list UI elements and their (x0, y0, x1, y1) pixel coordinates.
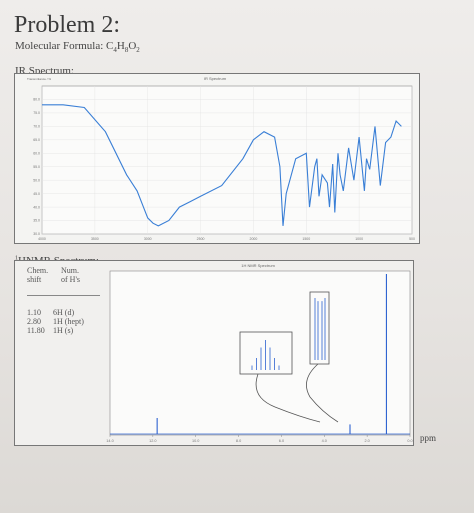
ir-x-tick-label: 1500 (302, 237, 310, 241)
inset-arrow-heptet (255, 373, 321, 423)
shift-cell: 11.80 (27, 326, 45, 335)
ir-plot-area: IR Spectrum Transmittance / % 80.0 75.0 70… (27, 76, 415, 241)
inset-box-doublet (309, 291, 330, 365)
h-count-cell: 1H (hept) (53, 317, 84, 326)
ir-x-tick-label: 1000 (355, 237, 363, 241)
shift-cell: 1.10 (27, 308, 41, 317)
h-count-cell: 6H (d) (53, 308, 75, 317)
ir-y-tick-label: 65.0 (33, 138, 40, 142)
nmr-spectrum-chart: 1H NMR Spectrum 14.0 12.0 10.0 8.0 6.0 4.0 2.0… (106, 263, 412, 443)
chem-shift-header: Chem. (27, 266, 49, 275)
nmr-x-tick-label: 6.0 (279, 439, 284, 443)
ir-y-tick-label: 75.0 (33, 111, 40, 115)
ir-x-tick-label: 3500 (91, 237, 99, 241)
inset-box-heptet (239, 331, 293, 375)
nmr-x-tick-label: 0.0 (407, 439, 412, 443)
molecular-formula: Molecular Formula: C4H8O2 (15, 40, 140, 55)
shift-cell: 2.80 (27, 317, 41, 326)
ir-y-tick-label: 30.0 (33, 232, 40, 236)
ir-x-tick-label: 4000 (38, 237, 46, 241)
ir-y-tick-label: 70.0 (33, 125, 40, 129)
ir-y-tick-label: 55.0 (33, 165, 40, 169)
chem-shift-header-2: shift (27, 275, 42, 284)
h-count-cell: 1H (s) (53, 326, 74, 335)
table-divider (27, 295, 100, 296)
nmr-x-tick-label: 2.0 (365, 439, 370, 443)
ir-x-tick-label: 2000 (250, 237, 258, 241)
num-h-header-2: of H's (61, 275, 80, 284)
nmr-plot-frame (109, 270, 411, 436)
ir-chart-title: IR Spectrum (204, 76, 227, 81)
ir-x-tick-label: 2500 (197, 237, 205, 241)
nmr-table-header-row: Chem. Num. (27, 266, 100, 275)
table-row: 2.80 1H (hept) (27, 317, 100, 326)
ir-x-tick-label: 3000 (144, 237, 152, 241)
ir-y-tick-label: 60.0 (33, 151, 40, 155)
nmr-x-tick-label: 12.0 (149, 439, 156, 443)
nmr-x-tick-label: 14.0 (106, 439, 113, 443)
ir-spectrum-chart: IR Spectrum Transmittance / % 80.0 75.0 70… (14, 73, 420, 244)
nmr-x-tick-label: 10.0 (192, 439, 199, 443)
ir-y-tick-label: 80.0 (33, 98, 40, 102)
problem-title: Problem 2: (14, 12, 120, 38)
nmr-data-table: Chem. Num. shift of H's 1.10 6H (d) 2.80… (27, 266, 100, 335)
nmr-chart-title: 1H NMR Spectrum (241, 263, 275, 268)
ppm-unit-label: ppm (420, 433, 437, 443)
nmr-x-tick-label: 4.0 (322, 439, 327, 443)
ir-y-tick-label: 45.0 (33, 192, 40, 196)
table-row: 11.80 1H (s) (27, 326, 100, 335)
ir-y-tick-label: 35.0 (33, 219, 40, 223)
table-row: 1.10 6H (d) (27, 308, 100, 317)
ir-y-tick-label: 50.0 (33, 178, 40, 182)
ir-x-tick-label: 500 (409, 237, 415, 241)
inset-arrow-doublet (306, 363, 339, 423)
nmr-table-header-row-2: shift of H's (27, 275, 100, 284)
ir-y-axis-title: Transmittance / % (27, 77, 51, 81)
nmr-x-tick-label: 8.0 (236, 439, 241, 443)
ir-y-tick-label: 40.0 (33, 205, 40, 209)
num-h-header: Num. (61, 266, 79, 275)
ir-spectrum-line (42, 104, 402, 227)
